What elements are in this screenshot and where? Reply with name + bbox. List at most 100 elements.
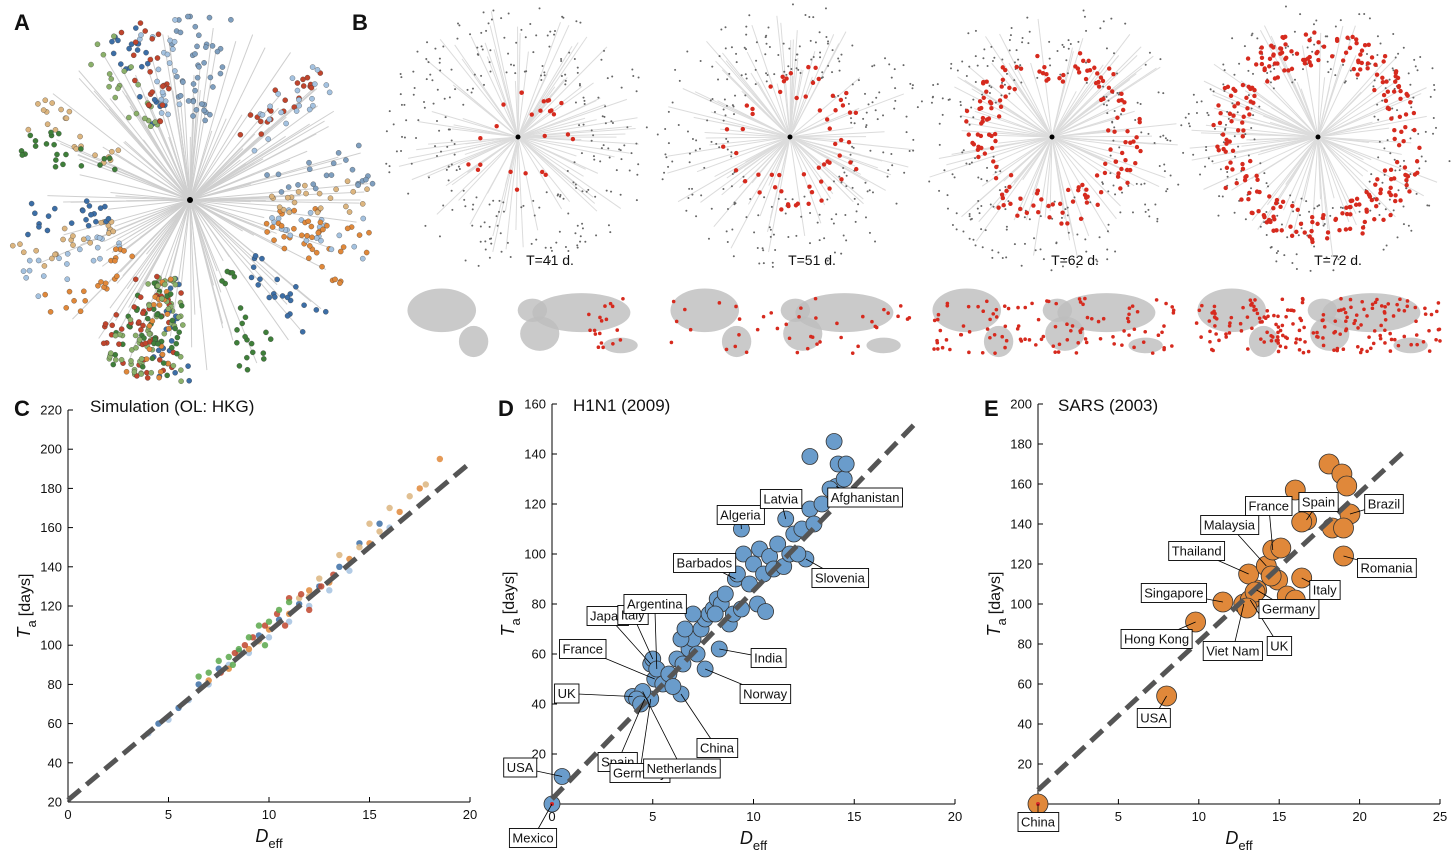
map-infected <box>1360 347 1364 352</box>
map-infected <box>1398 297 1402 302</box>
y-axis-label-main: T <box>984 623 1004 636</box>
fit-line <box>1036 446 1410 792</box>
map-infected <box>671 299 676 304</box>
map-infected <box>1388 349 1393 353</box>
network-edge <box>1031 136 1053 196</box>
network-edge <box>52 93 191 201</box>
network-node <box>363 249 370 256</box>
network-node <box>818 239 821 242</box>
network-node <box>1223 90 1226 93</box>
network-node <box>1356 77 1359 80</box>
label-box <box>1258 599 1320 619</box>
map-infected <box>936 312 941 317</box>
network-edge <box>504 136 519 212</box>
label-box <box>1364 494 1404 514</box>
network-node <box>475 196 478 199</box>
network-node <box>332 276 338 283</box>
network-node <box>105 215 112 222</box>
network-edge <box>981 136 1053 187</box>
infected-node <box>1369 55 1375 60</box>
network-node <box>722 108 725 111</box>
network-edge <box>738 136 791 188</box>
network-node <box>840 252 843 255</box>
infected-node <box>1375 177 1380 182</box>
network-node <box>127 316 134 323</box>
fit-line <box>66 461 472 802</box>
infected-node <box>979 145 984 151</box>
label-box <box>696 738 739 758</box>
network-edge <box>789 136 886 191</box>
network-node <box>1163 170 1166 173</box>
network-node <box>618 148 621 151</box>
network-node <box>107 350 114 356</box>
infected-node <box>824 117 830 122</box>
network-node <box>1424 160 1427 163</box>
infected-node <box>1246 197 1251 202</box>
network-node <box>44 121 51 127</box>
data-point <box>336 563 343 570</box>
network-node <box>94 41 101 48</box>
infected-node <box>993 138 998 144</box>
data-point <box>195 673 202 680</box>
network-node <box>667 110 670 113</box>
network-node <box>938 189 941 192</box>
network-node <box>875 96 878 99</box>
network-node <box>1291 53 1294 56</box>
network-node <box>250 349 256 356</box>
network-node <box>1076 265 1079 268</box>
map-infected <box>1297 348 1302 352</box>
network-node <box>678 79 681 82</box>
point-label: Mexico <box>512 831 553 846</box>
network-node <box>787 235 790 238</box>
network-node <box>667 142 670 145</box>
infected-node <box>1218 111 1223 116</box>
network-node <box>155 66 162 73</box>
network-node <box>593 158 596 161</box>
map-infected <box>835 321 839 326</box>
map-infected <box>1003 324 1008 329</box>
y-tick-label: 80 <box>1018 637 1032 652</box>
map-infected <box>597 331 602 336</box>
infected-node <box>1378 187 1384 192</box>
data-point <box>275 606 283 614</box>
network-node <box>700 194 703 197</box>
network-node <box>1250 187 1253 190</box>
map-infected <box>907 315 912 320</box>
network-node <box>554 30 557 33</box>
network-edge <box>490 11 519 138</box>
network-node <box>115 85 121 92</box>
network-node <box>1432 116 1435 119</box>
network-node <box>42 291 48 298</box>
network-node <box>116 341 122 347</box>
y-axis-label: Ta[days] <box>498 572 523 637</box>
map-infected <box>1065 322 1069 326</box>
network-node <box>300 83 307 89</box>
network-node <box>868 231 871 234</box>
network-node <box>323 172 330 179</box>
infected-node <box>1275 61 1280 66</box>
point-label: Afghanistan <box>831 490 900 505</box>
network-node <box>101 155 108 162</box>
network-node <box>41 263 48 269</box>
network-node <box>884 57 887 60</box>
network-edge <box>992 136 1053 176</box>
network-node <box>148 369 155 376</box>
network-node <box>1337 258 1340 261</box>
infected-node <box>1239 197 1244 202</box>
network-node <box>725 230 728 233</box>
network-node <box>785 73 788 76</box>
network-node <box>145 281 151 287</box>
map-infected <box>1316 335 1320 339</box>
network-node <box>309 234 315 241</box>
map-infected <box>814 316 818 320</box>
network-node <box>1102 103 1105 106</box>
network-edge <box>946 136 1053 166</box>
network-edge <box>458 136 519 201</box>
network-node <box>576 244 579 247</box>
leader-line <box>654 603 658 670</box>
infected-node <box>1058 201 1063 207</box>
network-node <box>247 112 254 118</box>
infected-node <box>981 81 986 86</box>
infected-node <box>1057 75 1062 81</box>
network-node <box>735 61 738 64</box>
